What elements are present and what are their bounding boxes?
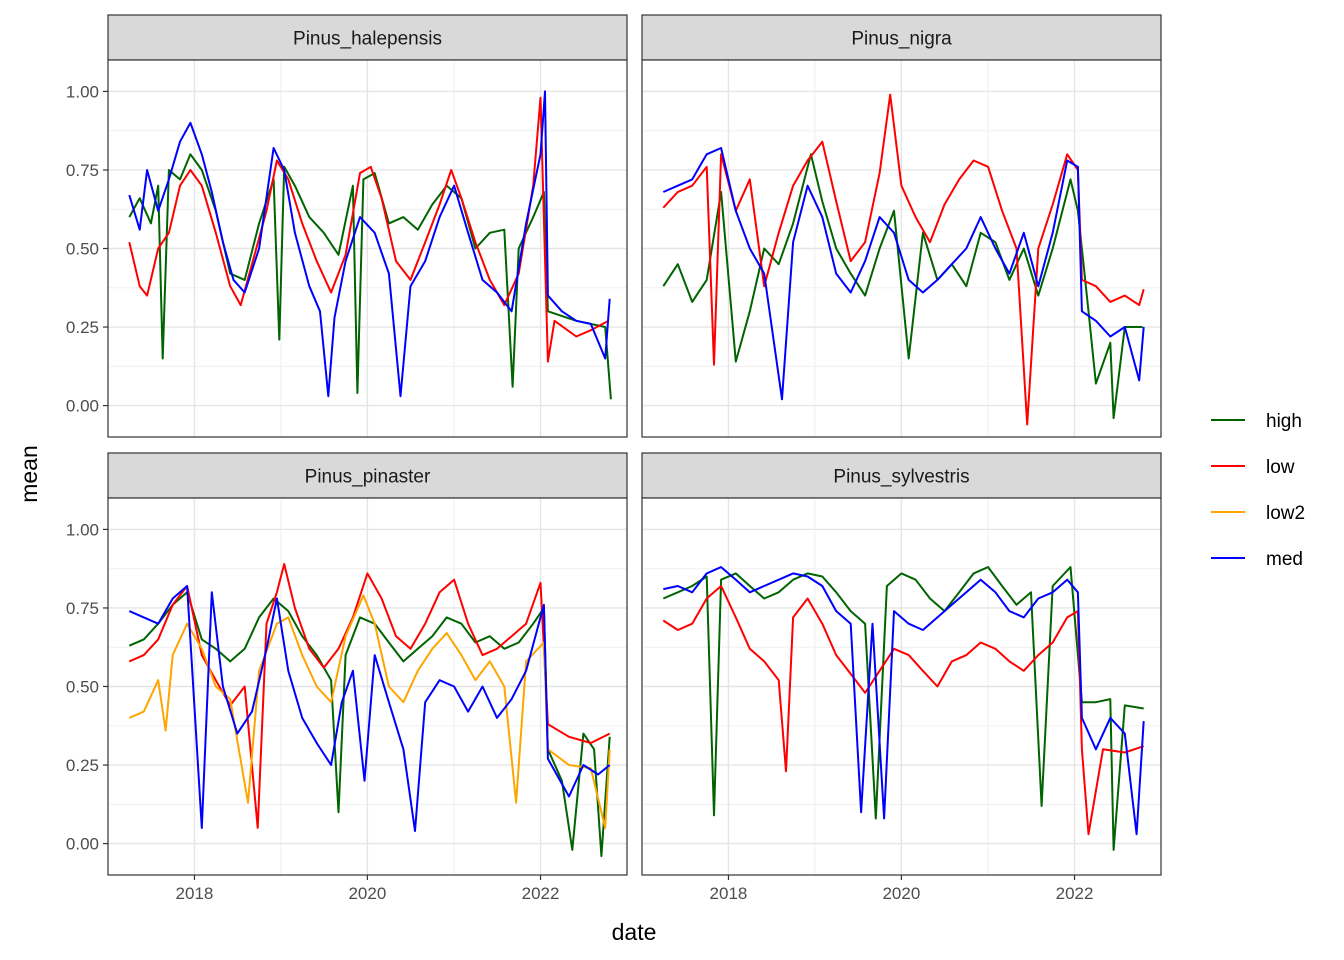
series-line-med: [128, 585, 611, 832]
series-line-low: [662, 93, 1145, 426]
series-group: [662, 93, 1145, 426]
facet-strip-label: Pinus_halepensis: [293, 29, 442, 50]
x-tick-label: 2018: [176, 884, 214, 903]
x-tick-label: 2020: [348, 884, 386, 903]
facet-strip: [107, 14, 628, 61]
legend-item-high: high: [1211, 411, 1302, 432]
facet-strip: [641, 452, 1162, 499]
x-tick-label: 2018: [710, 884, 748, 903]
y-tick-label: 0.00: [66, 397, 99, 416]
y-tick-label: 1.00: [66, 520, 99, 539]
panel-border: [641, 59, 1162, 438]
series-line-med: [663, 566, 1145, 836]
panel-Pinus_nigra: Pinus_nigra: [641, 14, 1162, 438]
panel-Pinus_halepensis: Pinus_halepensis 0.00 0.25 0.50 0.75 1.00: [66, 14, 628, 438]
facet-strip-label: Pinus_sylvestris: [833, 467, 969, 488]
panel-Pinus_pinaster: Pinus_pinaster 0.00 0.25 0.50 0.75 1.00 2018 20…: [66, 452, 628, 903]
y-tick-label: 0.75: [66, 161, 99, 180]
series-line-low: [662, 585, 1145, 836]
legend-label: med: [1266, 549, 1303, 570]
x-tick-label: 2020: [882, 884, 920, 903]
series-line-high: [128, 153, 612, 400]
legend-item-med: med: [1211, 549, 1303, 570]
y-tick-label: 0.75: [66, 599, 99, 618]
y-axis-title: mean: [16, 445, 42, 503]
legend-item-low: low: [1211, 457, 1295, 478]
facet-strip: [107, 452, 628, 499]
x-tick-label: 2022: [522, 884, 560, 903]
y-tick-label: 0.50: [66, 240, 99, 259]
y-tick-label: 1.00: [66, 82, 99, 101]
panel-Pinus_sylvestris: Pinus_sylvestris 2018 2020 2022: [641, 452, 1162, 903]
facet-strip-label: Pinus_nigra: [851, 29, 952, 50]
x-tick-label: 2022: [1056, 884, 1094, 903]
series-line-med: [662, 147, 1145, 401]
x-axis-title: date: [612, 919, 657, 945]
legend-label: low: [1266, 457, 1295, 478]
facet-strip-label: Pinus_pinaster: [305, 467, 431, 488]
legend-item-low2: low2: [1211, 503, 1305, 524]
y-tick-label: 0.25: [66, 318, 99, 337]
y-tick-label: 0.00: [66, 835, 99, 854]
legend: high low low2 med: [1211, 411, 1305, 570]
series-group: [128, 90, 612, 400]
series-line-med: [128, 90, 611, 398]
chart-panels: Pinus_halepensis0.000.250.500.751.00Pinu…: [66, 14, 1162, 903]
legend-label: low2: [1266, 503, 1305, 524]
series-line-high: [662, 566, 1144, 851]
facet-strip: [641, 14, 1162, 61]
series-group: [662, 566, 1145, 851]
y-tick-label: 0.25: [66, 756, 99, 775]
legend-label: high: [1266, 411, 1302, 432]
y-tick-label: 0.50: [66, 678, 99, 697]
series-group: [128, 563, 611, 858]
